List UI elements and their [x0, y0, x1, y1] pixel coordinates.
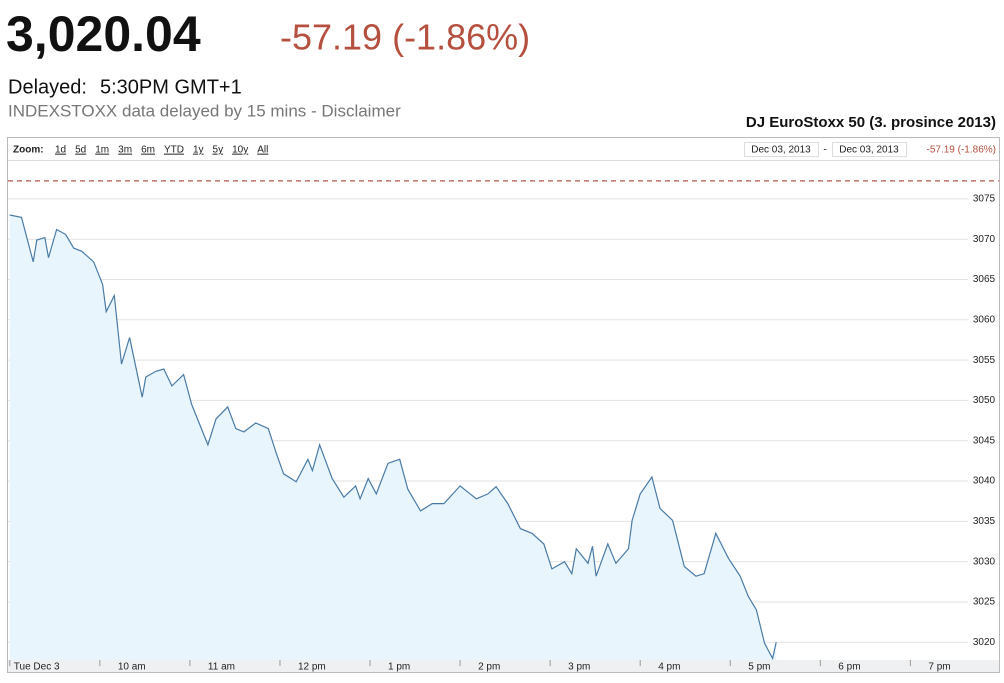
x-tick-label: 12 pm [298, 662, 326, 673]
date-separator: - [823, 145, 826, 156]
zoom-option[interactable]: 5d [75, 145, 86, 156]
x-tick-label: 3 pm [568, 662, 590, 673]
y-tick-label: 3030 [973, 556, 996, 567]
zoom-option[interactable]: 1m [95, 145, 109, 156]
x-tick-label: 7 pm [928, 662, 950, 673]
date-to[interactable]: Dec 03, 2013 [839, 145, 899, 156]
y-tick-label: 3050 [973, 395, 996, 406]
y-tick-label: 3020 [973, 637, 996, 648]
zoom-option[interactable]: YTD [164, 145, 184, 156]
x-tick-label: Tue Dec 3 [14, 662, 60, 673]
y-tick-label: 3040 [973, 476, 996, 487]
date-from[interactable]: Dec 03, 2013 [751, 145, 811, 156]
notice: INDEXSTOXX data delayed by 15 mins - Dis… [8, 101, 401, 120]
y-tick-label: 3075 [973, 194, 996, 205]
x-tick-label: 6 pm [838, 662, 860, 673]
price: 3,020.04 [6, 6, 201, 62]
price-line [9, 214, 777, 661]
zoom-option[interactable]: 1y [193, 145, 204, 156]
x-tick-label: 10 am [118, 662, 146, 673]
y-tick-label: 3035 [973, 516, 996, 527]
y-tick-label: 3025 [973, 597, 996, 608]
x-axis-bar [8, 660, 999, 672]
zoom-option[interactable]: 5y [213, 145, 224, 156]
zoom-option[interactable]: 6m [141, 145, 155, 156]
x-tick-label: 1 pm [388, 662, 410, 673]
y-tick-label: 3070 [973, 234, 996, 245]
x-tick-label: 11 am [208, 662, 235, 673]
zoom-option[interactable]: 3m [118, 145, 132, 156]
zoom-option[interactable]: 1d [55, 145, 66, 156]
date-box[interactable] [744, 142, 819, 157]
delayed-label: Delayed: [8, 76, 87, 98]
date-box[interactable] [832, 142, 907, 157]
chart-title: DJ EuroStoxx 50 (3. prosince 2013) [746, 114, 996, 131]
x-tick-label: 5 pm [748, 662, 770, 673]
x-tick-label: 2 pm [478, 662, 500, 673]
y-tick-label: 3045 [973, 435, 996, 446]
y-tick-label: 3055 [973, 355, 996, 366]
x-tick-label: 4 pm [658, 662, 680, 673]
change: -57.19 (-1.86%) [280, 17, 530, 58]
delayed-time: 5:30PM GMT+1 [100, 76, 242, 98]
range-change: -57.19 (-1.86%) [927, 145, 996, 156]
zoom-option[interactable]: All [257, 145, 268, 156]
zoom-option[interactable]: 10y [232, 145, 248, 156]
y-tick-label: 3065 [973, 274, 996, 285]
zoom-label: Zoom: [13, 145, 44, 156]
area [9, 215, 777, 660]
y-tick-label: 3060 [973, 314, 996, 325]
